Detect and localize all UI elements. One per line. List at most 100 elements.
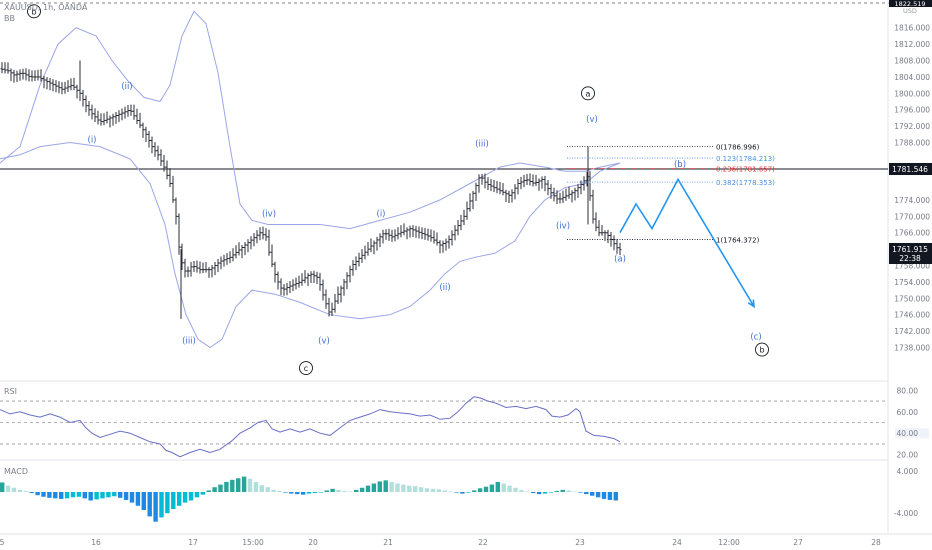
symbol-title: XAUUSD, 1h, OANDA [4,3,88,12]
price-tick: 1766.000 [894,229,930,238]
price-tick: 1758.000 [894,262,930,271]
macd-bar [265,487,270,492]
macd-bar [41,492,46,497]
macd-bar [135,492,141,506]
price-candles[interactable] [0,60,622,319]
wave-label: (iii) [475,140,489,150]
wave-circle-label: c [304,364,308,373]
macd-bar [35,492,40,496]
macd-bar [359,487,365,492]
price-axis[interactable]: 1816.000 1812.000 1808.000 1804.000 1800.000… [889,0,932,518]
price-tick: 1750.000 [894,294,930,303]
macd-bar [519,489,524,492]
macd-bar [241,476,247,492]
macd-bar [584,492,589,495]
macd-bar [177,492,182,506]
wave-label: (c) [750,332,761,342]
macd-bar [94,492,99,500]
macd-bar [88,492,93,501]
hline-price-tag [889,163,932,175]
projection-arrowhead [747,299,755,309]
wave-circle [299,361,313,375]
macd-bar [578,492,583,493]
macd-bar [70,492,76,498]
macd-bar [531,492,536,494]
wave-labels: (ii) (i) (iii) (iv) (v) (i) (ii) (iii) (iv) (v) (a… [27,4,769,375]
macd-bar [53,492,58,499]
wave-label: (v) [586,115,598,125]
macd-bar [348,491,353,493]
macd-bar [330,488,335,492]
rsi-line [0,396,621,458]
time-tick: 5 [0,538,5,547]
macd-bar [371,483,377,492]
macd-bar [224,481,229,492]
bar-countdown: 22:38 [899,254,921,263]
macd-bar [454,492,459,493]
macd-bar [525,491,530,493]
macd-bar [253,481,259,492]
macd-bar [365,485,371,492]
macd-bar [312,492,318,494]
macd-bar [283,492,288,493]
price-tick: 1754.000 [894,278,930,287]
fib-level-label: 0.236(1781.657) [716,166,775,174]
price-tick: 1808.000 [894,57,930,66]
macd-bar [218,484,223,492]
macd-tick: 4.000 [897,467,919,476]
macd-bar [29,492,34,494]
macd-bar [112,492,117,497]
macd-bar [295,492,300,495]
macd-bar [324,490,329,492]
macd-bar [247,478,253,492]
macd-bar [159,492,164,518]
price-tick: 1770.000 [894,212,930,221]
grid [0,0,932,535]
fib-level-label: 0(1786.996) [716,144,760,152]
macd-bar [513,487,518,492]
fib-level-label: 0.382(1778.353) [716,179,775,187]
price-tick: 1804.000 [894,73,930,82]
macd-bar [23,490,28,492]
bb-upper-line [0,10,621,230]
macd-bar [118,492,123,498]
last-price-tag [889,243,932,264]
macd-bar [106,492,111,498]
macd-bar [542,492,548,494]
fib-level-label: 0.123(1784.213) [716,155,775,163]
macd-bar [483,486,489,492]
price-tick: 1788.000 [894,139,930,148]
time-tick: 22 [478,538,488,547]
price-tick: 1742.000 [894,327,930,336]
rsi-tick: 20.00 [897,451,919,460]
macd-bar [430,488,436,492]
time-tick: 24 [672,538,682,547]
macd-bar [11,487,17,492]
time-axis[interactable]: 5 16 17 15:00 20 21 22 23 24 12:00 27 28 [0,538,881,547]
wave-label: (a) [614,254,626,264]
price-tick: 1816.000 [894,24,930,33]
macd-bar [413,486,418,492]
macd-bar [59,492,64,499]
last-price-value: 1761.915 [892,245,928,254]
wave-projection[interactable] [619,177,755,309]
macd-bar [277,490,282,492]
macd-bar [188,492,194,501]
fibonacci-retracement[interactable]: 0(1786.996) 0.123(1784.213) 0.236(1781.657… [567,144,775,245]
macd-bar [271,489,276,492]
wave-circle [755,342,769,357]
macd-bar [200,492,205,495]
time-tick: 15:00 [242,538,264,547]
top-price-tag [889,0,932,7]
time-tick: 12:00 [718,538,740,547]
macd-bar [64,492,70,499]
macd-bar [566,490,571,492]
macd-bar [572,491,577,493]
macd-bar [153,492,158,522]
wave-label: (v) [318,336,330,346]
wave-label: (ii) [121,82,132,92]
time-tick: 23 [575,538,585,547]
wave-label: (i) [88,136,97,146]
macd-bar [424,488,430,492]
